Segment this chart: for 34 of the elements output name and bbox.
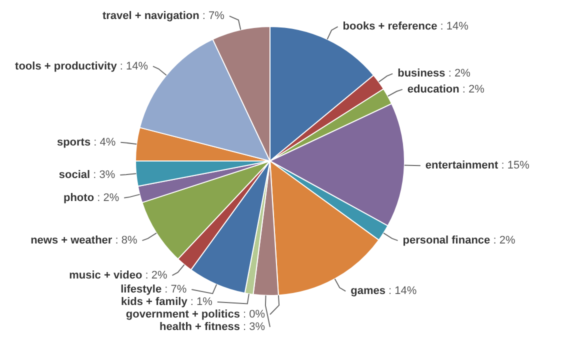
- data-label: : 14%: [385, 285, 417, 298]
- slice-label: business: [398, 68, 446, 80]
- slice-label: kids + family: [120, 296, 188, 308]
- slice-label: personal finance: [402, 234, 490, 247]
- data-label: : 3%: [90, 169, 116, 182]
- data-label: : 1%: [187, 296, 213, 308]
- slice-label: entertainment: [425, 160, 498, 172]
- data-label: : 2%: [94, 192, 120, 204]
- data-label: : 8%: [112, 234, 138, 247]
- data-label: : 14%: [437, 20, 469, 33]
- slice-label: social: [58, 169, 90, 182]
- data-label: : 2%: [142, 269, 168, 282]
- data-label: : 14%: [116, 60, 148, 72]
- data-label: : 7%: [162, 284, 187, 296]
- slice-label: health + fitness: [160, 321, 240, 334]
- slice-label: travel + navigation: [102, 10, 200, 22]
- slice-label: tools + productivity: [15, 60, 118, 72]
- slice-label: news + weather: [30, 234, 113, 247]
- text: : 0%: [242, 308, 266, 321]
- slice-label: books + reference: [342, 20, 438, 33]
- data-label: : 15%: [498, 160, 530, 172]
- slice-label: photo: [63, 192, 94, 204]
- data-label: : 7%: [199, 10, 225, 22]
- slice-label: lifestyle: [120, 284, 162, 296]
- slice-label: games: [350, 285, 386, 298]
- data-label: : 2%: [490, 234, 516, 247]
- slice-label: sports: [56, 136, 91, 148]
- data-label: : 2%: [459, 83, 485, 96]
- data-label: : 3%: [240, 321, 266, 334]
- data-label: : 4%: [90, 136, 116, 148]
- category-label: government + politics: [126, 308, 240, 321]
- slice-label: education: [407, 83, 460, 96]
- slice-label: music + video: [69, 269, 142, 282]
- data-label: : 2%: [445, 68, 471, 80]
